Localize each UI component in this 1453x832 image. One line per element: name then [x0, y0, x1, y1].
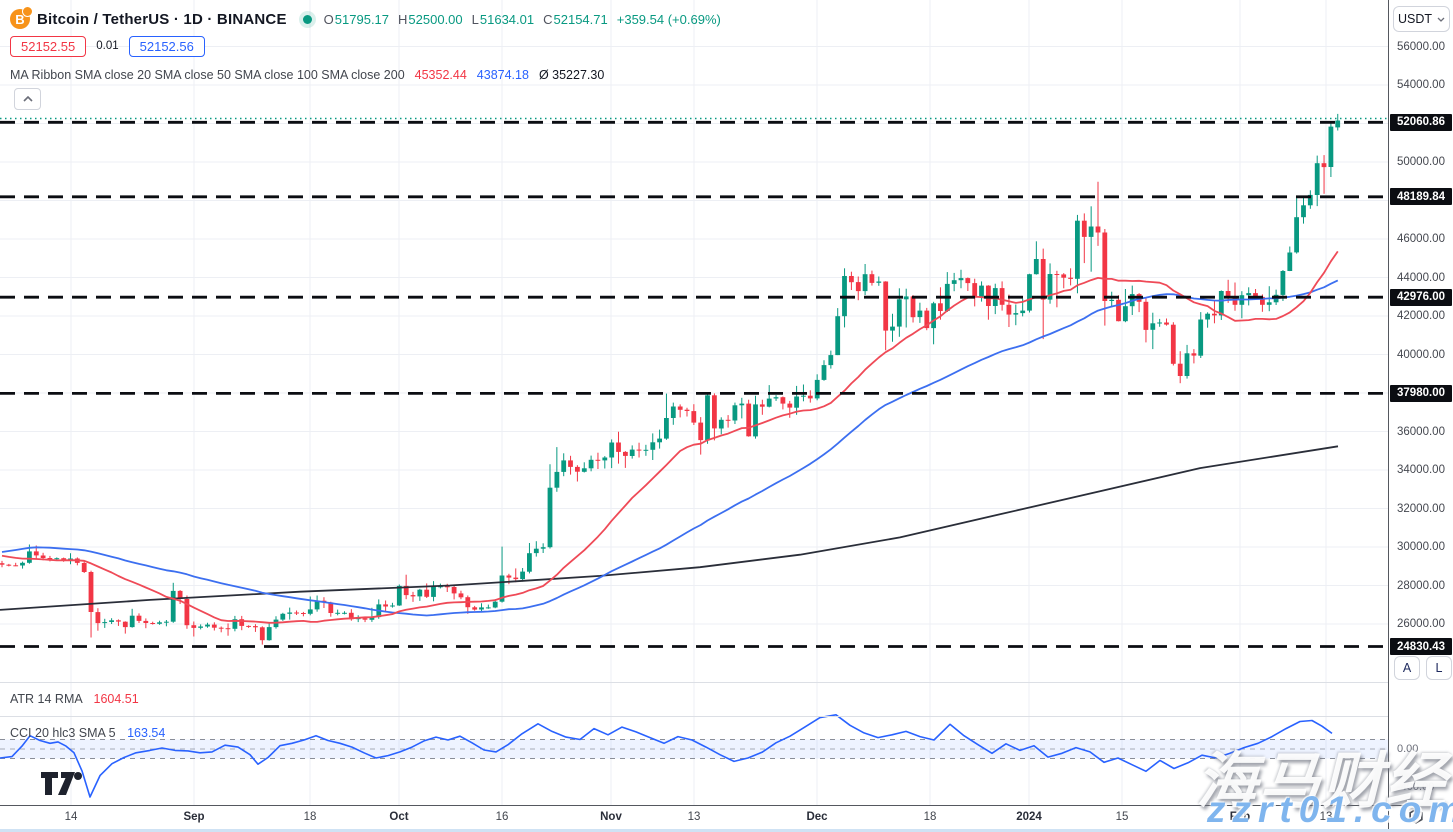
change-value: +359.54 (+0.69%): [616, 11, 721, 27]
open-value: 51795.17: [334, 11, 390, 27]
price-tick: 50000.00: [1397, 156, 1445, 168]
sell-button[interactable]: 52152.55: [10, 35, 87, 57]
sma20-value: 45352.44: [414, 67, 467, 82]
time-tick: Sep: [183, 811, 205, 823]
time-tick: Oct: [389, 811, 409, 823]
bitcoin-icon: B: [10, 6, 33, 29]
time-tick: 18: [303, 811, 317, 823]
price-level-badge: 42976.00: [1390, 288, 1452, 306]
pane-separator-cci[interactable]: [0, 716, 1453, 717]
sma-avg-value: Ø 35227.30: [538, 67, 605, 82]
buy-button[interactable]: 52152.56: [128, 35, 205, 57]
price-tick: 42000.00: [1397, 310, 1445, 322]
currency-dropdown[interactable]: USDT: [1393, 6, 1450, 32]
time-tick: Feb: [1229, 811, 1251, 823]
cci-value: 163.54: [127, 726, 166, 740]
cci-axis-tick: -400.00: [1397, 781, 1435, 793]
spread-value: 0.01: [96, 40, 119, 52]
close-value: 52154.71: [553, 11, 608, 27]
pane-separator-atr[interactable]: [0, 682, 1453, 683]
collapse-legend-button[interactable]: [14, 88, 41, 110]
ohlc-values: O51795.17 H52500.00 L51634.01 C52154.71 …: [323, 11, 721, 27]
tradingview-logo[interactable]: [40, 771, 92, 796]
main-chart-canvas[interactable]: [0, 0, 1388, 805]
bottom-strip: [0, 829, 1453, 832]
atr-legend[interactable]: ATR 14 RMA 1604.51: [10, 692, 139, 706]
price-level-badge: 37980.00: [1390, 384, 1452, 402]
chevron-up-icon: [22, 96, 33, 102]
ma-ribbon-legend[interactable]: MA Ribbon SMA close 20 SMA close 50 SMA …: [10, 66, 604, 83]
symbol-legend: B Bitcoin / TetherUS · 1D · BINANCE O517…: [10, 6, 721, 31]
high-value: 52500.00: [408, 11, 463, 27]
time-tick: 15: [1115, 811, 1129, 823]
time-tick: 16: [495, 811, 509, 823]
auto-scale-button[interactable]: A: [1394, 656, 1420, 680]
price-tick: 26000.00: [1397, 618, 1445, 630]
atr-value: 1604.51: [93, 692, 139, 706]
time-tick: 13: [1319, 811, 1333, 823]
price-level-badge: 52060.86: [1390, 113, 1452, 131]
axis-corner: [1388, 805, 1453, 829]
price-tick: 54000.00: [1397, 79, 1445, 91]
sma50-value: 43874.18: [476, 67, 529, 82]
price-level-badge: 24830.43: [1390, 638, 1452, 655]
watermark-site: zzrt01.com: [1207, 789, 1453, 830]
time-tick: Nov: [600, 811, 622, 823]
time-tick: 14: [64, 811, 78, 823]
time-tick: 18: [923, 811, 937, 823]
cci-label: CCI 20 hlc3 SMA 5: [10, 726, 116, 740]
currency-label: USDT: [1397, 12, 1433, 26]
cci-axis-tick: 0.00: [1397, 743, 1419, 755]
market-status-icon[interactable]: [302, 14, 312, 24]
price-tick: 28000.00: [1397, 579, 1445, 592]
ma-ribbon-label: MA Ribbon SMA close 20 SMA close 50 SMA …: [10, 67, 405, 82]
price-level-badge: 48189.84: [1390, 188, 1452, 206]
low-value: 51634.01: [479, 11, 535, 27]
price-tick: 56000.00: [1397, 40, 1445, 53]
price-tick: 36000.00: [1397, 425, 1445, 438]
price-tick: 32000.00: [1397, 502, 1445, 515]
time-tick: 2024: [1016, 811, 1042, 823]
price-tick: 30000.00: [1397, 541, 1445, 553]
quote-row: 52152.55 0.01 52152.56: [10, 34, 205, 58]
chevron-down-icon: [1437, 17, 1445, 22]
cci-legend[interactable]: CCI 20 hlc3 SMA 5 163.54: [10, 726, 165, 740]
price-tick: 34000.00: [1397, 464, 1445, 476]
symbol-title[interactable]: Bitcoin / TetherUS · 1D · BINANCE: [37, 10, 287, 28]
atr-label: ATR 14 RMA: [10, 692, 83, 706]
price-axis[interactable]: USDT 56000.00 54000.00 50000.00 46000.00 440…: [1388, 0, 1453, 805]
watermark-text: 海马财经: [1196, 747, 1449, 815]
price-tick: 40000.00: [1397, 348, 1445, 361]
price-tick: 44000.00: [1397, 271, 1445, 284]
time-tick: 13: [687, 811, 701, 823]
time-axis[interactable]: 14 Sep 18 Oct 16 Nov 13 Dec 18 2024 15 Feb 13: [0, 805, 1453, 830]
price-tick: 46000.00: [1397, 233, 1445, 245]
gear-icon[interactable]: [1406, 807, 1426, 827]
time-tick: Dec: [806, 811, 828, 823]
log-scale-button[interactable]: L: [1426, 656, 1452, 680]
